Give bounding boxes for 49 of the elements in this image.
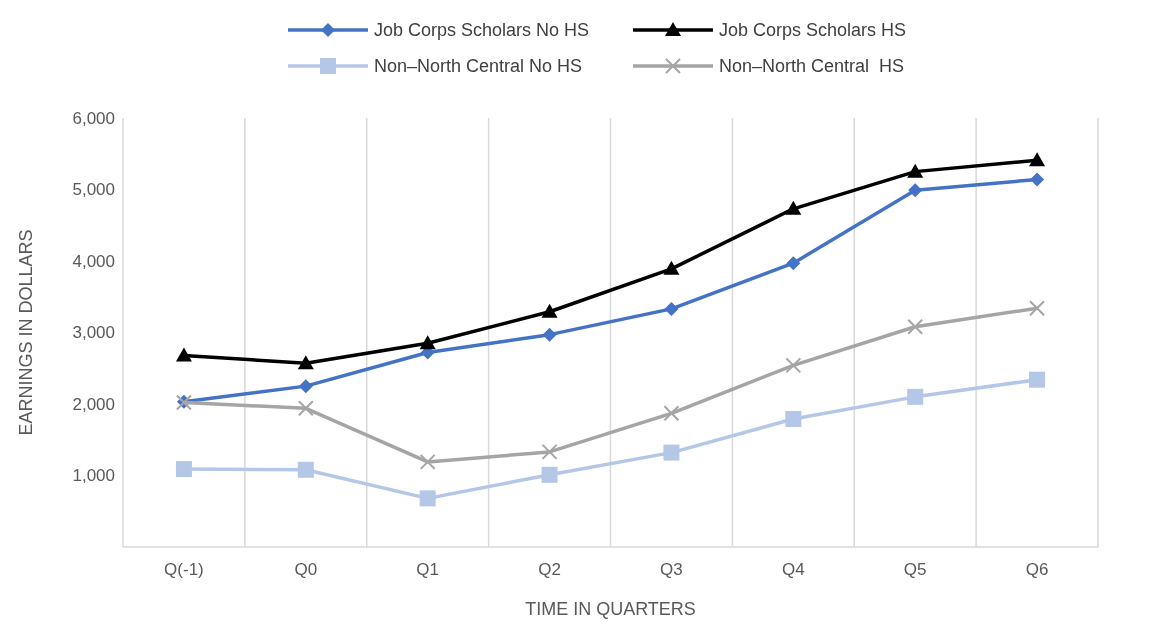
point — [175, 461, 192, 478]
x-tick-label: Q2 — [538, 560, 561, 579]
y-tick-label: 2,000 — [72, 394, 115, 414]
point — [907, 388, 924, 405]
point — [542, 327, 557, 342]
point — [1029, 371, 1046, 388]
y-tick-label: 5,000 — [72, 180, 115, 200]
point — [419, 453, 436, 470]
legend-label: Job Corps Scholars HS — [719, 20, 907, 41]
point — [541, 466, 558, 483]
x-tick-label: Q(-1) — [164, 560, 204, 579]
point — [664, 301, 679, 316]
point — [419, 490, 436, 507]
point — [297, 400, 314, 417]
legend-label: Job Corps Scholars No HS — [374, 20, 590, 41]
point — [907, 163, 924, 178]
y-tick-label: 4,000 — [72, 251, 115, 271]
x-tick-label: Q4 — [781, 560, 805, 579]
y-tick-label: 6,000 — [72, 108, 115, 128]
point — [663, 405, 680, 422]
x-tick-label: Q1 — [416, 560, 440, 579]
point — [785, 411, 802, 428]
point — [298, 379, 313, 394]
point — [419, 335, 436, 350]
point — [1030, 172, 1045, 187]
y-tick-label: 1,000 — [72, 466, 115, 486]
y-tick-label: 3,000 — [72, 323, 115, 343]
legend-label: Non–North Central No HS — [374, 56, 583, 77]
x-tick-label: Q5 — [903, 560, 927, 579]
point — [663, 444, 680, 461]
point — [786, 256, 801, 271]
legend-label: Non–North Central HS — [719, 56, 905, 77]
x-tick-label: Q3 — [660, 560, 683, 579]
point — [1029, 300, 1046, 317]
point — [175, 347, 192, 362]
point — [785, 357, 802, 374]
point — [908, 183, 923, 198]
point — [907, 318, 924, 335]
x-tick-label: Q6 — [1025, 560, 1049, 579]
y-axis-title: EARNINGS IN DOLLARS — [16, 229, 36, 436]
point — [663, 260, 680, 275]
x-tick-label: Q0 — [294, 560, 318, 579]
point — [541, 303, 558, 318]
x-axis-title: TIME IN QUARTERS — [525, 599, 696, 619]
point — [1029, 152, 1046, 167]
point — [297, 355, 314, 370]
point — [297, 461, 314, 478]
point — [541, 443, 558, 460]
point — [785, 200, 802, 215]
